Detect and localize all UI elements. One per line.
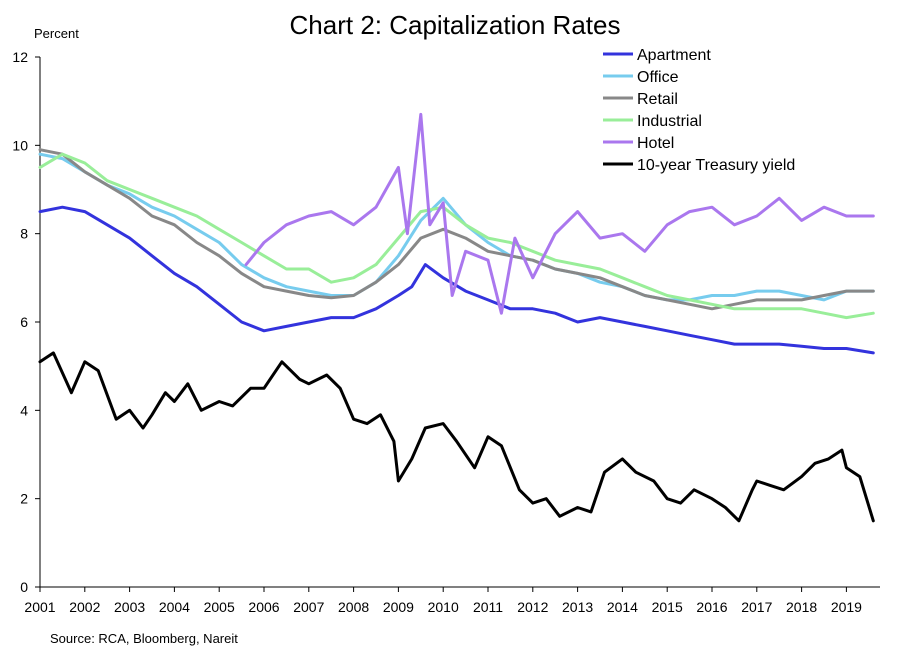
x-tick-label: 2003 [114,599,145,615]
x-tick-label: 2010 [428,599,459,615]
y-tick-label: 2 [20,491,28,507]
x-tick-label: 2004 [159,599,190,615]
source-note: Source: RCA, Bloomberg, Nareit [50,631,238,646]
x-tick-label: 2009 [383,599,414,615]
legend-label-10-year-treasury-yield: 10-year Treasury yield [637,157,795,174]
y-tick-label: 4 [20,402,28,418]
x-tick-label: 2013 [562,599,593,615]
x-tick-label: 2011 [473,599,503,615]
x-tick-label: 2016 [696,599,727,615]
legend-label-retail: Retail [637,91,678,108]
y-tick-label: 8 [20,226,28,242]
x-axis: 2001 2002 2003 2004 2005 2006 2007 2008 2009 2010… [24,586,880,615]
x-tick-label: 2018 [786,599,817,615]
x-tick-label: 2012 [517,599,548,615]
legend-label-industrial: Industrial [637,113,702,130]
series-lines [38,112,875,523]
x-tick-label: 2001 [24,599,55,615]
y-tick-label: 12 [12,49,28,65]
legend-label-hotel: Hotel [637,135,674,152]
x-tick-label: 2014 [607,599,638,615]
series-line-apartment [38,205,875,355]
series-line-industrial [38,152,875,320]
series-line-hotel [244,112,875,315]
y-tick-label: 0 [20,579,28,595]
x-tick-label: 2008 [338,599,369,615]
series-line-office [38,152,875,302]
y-axis-unit-label: Percent [34,26,79,41]
x-tick-label: 2019 [831,599,862,615]
legend: Apartment Office Retail Industrial Hotel 10-y… [603,47,795,174]
legend-label-apartment: Apartment [637,47,711,64]
x-tick-label: 2002 [69,599,100,615]
series-line-10-year-treasury-yield [38,351,875,523]
y-axis: 0 2 4 6 8 10 12 [12,49,41,595]
x-tick-label: 2015 [652,599,683,615]
legend-label-office: Office [637,69,679,86]
x-tick-label: 2005 [204,599,235,615]
chart-title: Chart 2: Capitalization Rates [290,10,621,40]
series-line-retail [38,148,875,311]
y-tick-label: 10 [12,137,28,153]
x-tick-label: 2007 [293,599,324,615]
x-tick-label: 2006 [248,599,279,615]
x-tick-label: 2017 [741,599,772,615]
y-tick-label: 6 [20,314,28,330]
